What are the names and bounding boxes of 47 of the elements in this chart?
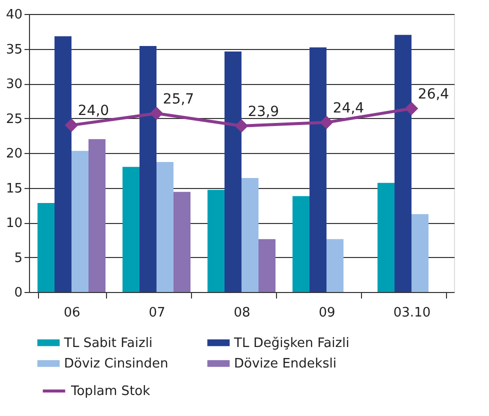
bar: [292, 196, 310, 292]
y-tick-label: 35: [6, 42, 22, 58]
bar: [140, 46, 156, 292]
y-tick-label: 5: [14, 250, 22, 266]
x-tick-label: 09: [318, 306, 336, 320]
bar: [38, 203, 54, 292]
bar: [258, 239, 276, 292]
y-tick-label: 10: [6, 216, 22, 231]
data-label: 24,0: [78, 103, 110, 120]
bar: [310, 47, 326, 292]
point: [150, 107, 163, 120]
bar: [156, 162, 174, 292]
y-tick-label: 40: [6, 8, 22, 22]
bar: [224, 52, 242, 292]
y-tick-label: 30: [6, 77, 22, 92]
x-tick-label: 08: [234, 306, 250, 320]
legend-label: Döviz Cinsinden: [64, 356, 168, 372]
bar: [54, 36, 72, 292]
y-tick-label: 0: [14, 286, 22, 300]
bar: [326, 239, 344, 292]
bar: [242, 178, 258, 292]
bar: [72, 150, 88, 292]
bar: [88, 139, 106, 292]
legend-label: TL Sabit Faizli: [63, 336, 153, 351]
legend-label: Dövize Endeksli: [234, 356, 336, 372]
y-tick-label: 15: [6, 181, 22, 196]
x-tick-label: 06: [64, 306, 80, 320]
legend-label: Toplam Stok: [70, 384, 151, 399]
bar: [394, 34, 412, 292]
point: [235, 120, 248, 132]
x-tick-label: 03.10: [393, 306, 431, 320]
data-label: 24,4: [332, 100, 364, 116]
data-label: 23,9: [248, 104, 280, 120]
legend-label: TL Değişken Faizli: [233, 336, 350, 351]
point: [65, 118, 78, 132]
bar: [378, 182, 394, 292]
data-label: 25,7: [162, 91, 194, 108]
bar: [412, 214, 428, 292]
bar: [208, 190, 224, 292]
bar: [122, 166, 140, 292]
y-tick-label: 25: [6, 112, 22, 127]
point: [320, 116, 333, 129]
bar: [174, 192, 190, 292]
x-tick-label: 07: [148, 306, 166, 320]
point: [405, 102, 418, 115]
data-label: 26,4: [418, 86, 450, 103]
y-tick-label: 20: [6, 146, 22, 162]
